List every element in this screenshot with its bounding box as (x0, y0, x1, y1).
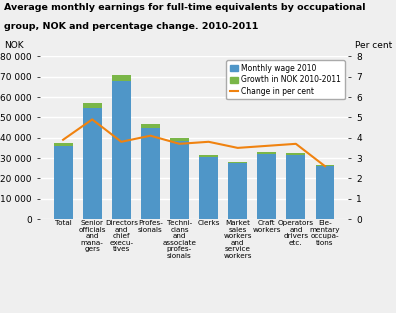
Bar (170, 141, 189, 219)
Legend: Monthly wage 2010, Growth in NOK 2010-2011, Change in per cent: Monthly wage 2010, Growth in NOK 2010-20… (227, 60, 345, 100)
Bar (53, 146, 72, 219)
Bar (199, 157, 218, 219)
Bar (83, 103, 102, 108)
Text: Average monthly earnings for full-time equivalents by occupational: Average monthly earnings for full-time e… (4, 3, 366, 12)
Text: Per cent: Per cent (355, 41, 392, 50)
Bar (316, 166, 335, 219)
Bar (257, 151, 276, 154)
Bar (228, 163, 247, 219)
Bar (257, 154, 276, 219)
Bar (170, 138, 189, 141)
Bar (228, 162, 247, 163)
Bar (199, 155, 218, 157)
Text: group, NOK and percentage change. 2010-2011: group, NOK and percentage change. 2010-2… (4, 22, 258, 31)
Bar (316, 165, 335, 166)
Bar (112, 75, 131, 81)
Bar (141, 124, 160, 128)
Bar (286, 155, 305, 219)
Bar (83, 108, 102, 219)
Bar (141, 128, 160, 219)
Text: NOK: NOK (4, 41, 24, 50)
Bar (53, 143, 72, 146)
Bar (112, 81, 131, 219)
Bar (286, 152, 305, 155)
